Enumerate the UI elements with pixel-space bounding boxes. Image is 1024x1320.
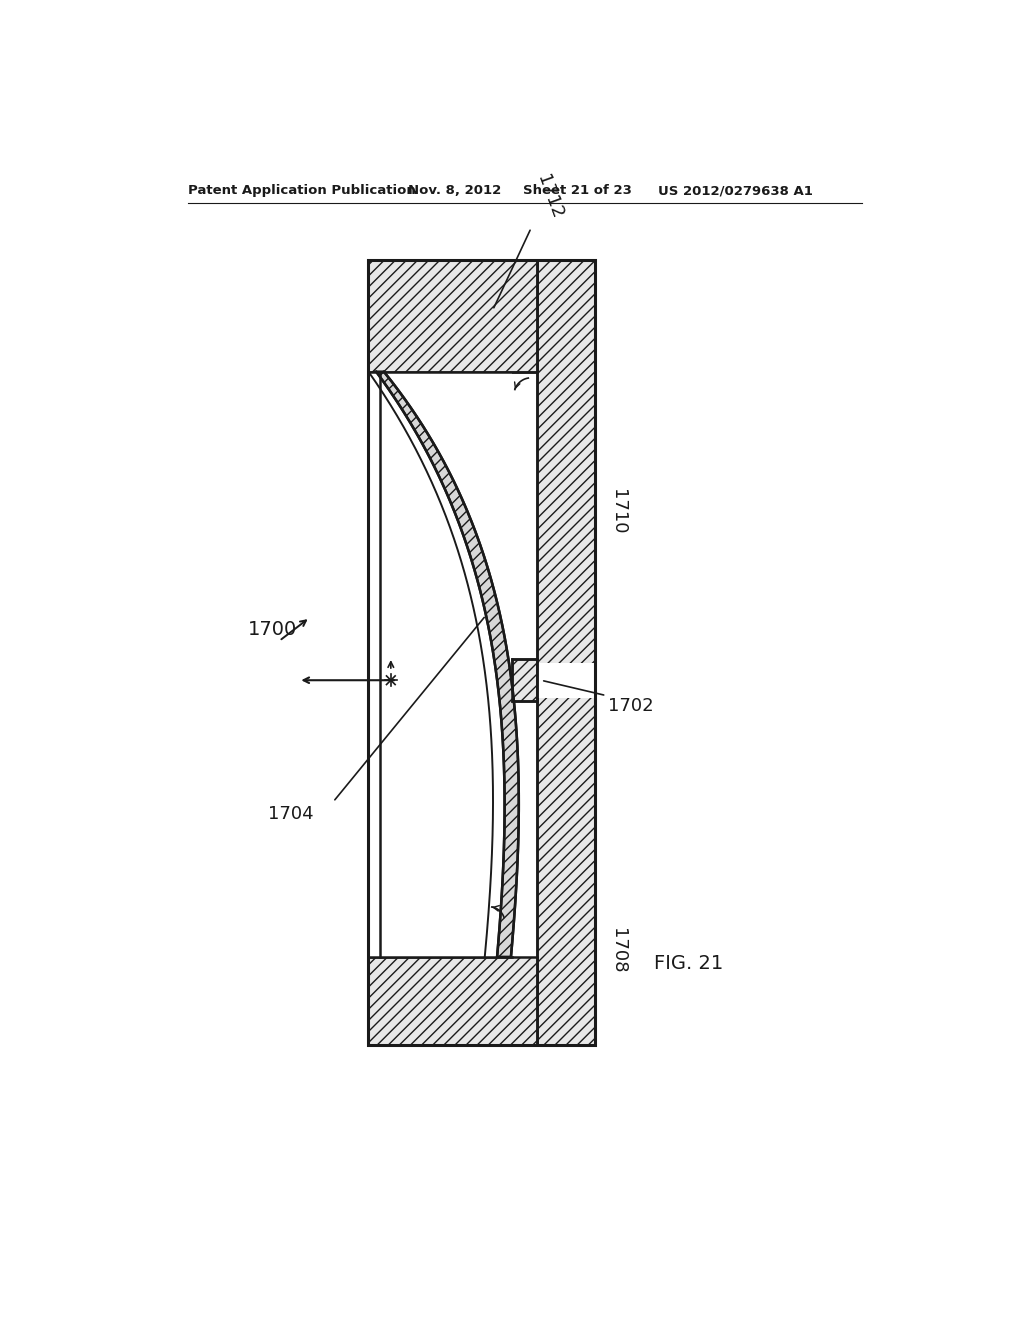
Bar xyxy=(368,957,538,1045)
Text: Patent Application Publication: Patent Application Publication xyxy=(188,185,416,197)
Bar xyxy=(538,663,595,698)
Text: Sheet 21 of 23: Sheet 21 of 23 xyxy=(523,185,632,197)
Text: 1704: 1704 xyxy=(267,805,313,822)
Bar xyxy=(512,660,538,701)
Bar xyxy=(368,260,595,1045)
Text: 1708: 1708 xyxy=(608,928,627,974)
Text: 1700: 1700 xyxy=(249,619,298,639)
Text: 1702: 1702 xyxy=(608,697,653,715)
Polygon shape xyxy=(376,372,519,957)
Text: FIG. 21: FIG. 21 xyxy=(654,953,723,973)
Text: US 2012/0279638 A1: US 2012/0279638 A1 xyxy=(658,185,813,197)
Bar xyxy=(368,372,512,957)
Bar xyxy=(368,260,538,372)
Text: Nov. 8, 2012: Nov. 8, 2012 xyxy=(408,185,501,197)
Text: 1710: 1710 xyxy=(608,488,627,535)
Bar xyxy=(538,260,595,1045)
Text: 1712: 1712 xyxy=(534,173,566,222)
